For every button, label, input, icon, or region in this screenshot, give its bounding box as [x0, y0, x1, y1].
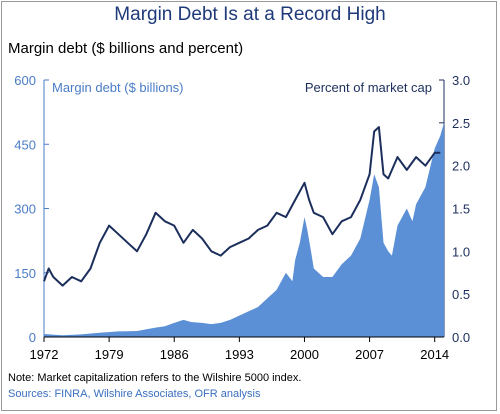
- left-tick-label: 600: [14, 73, 36, 88]
- left-tick-label: 300: [14, 202, 36, 217]
- right-tick-label: 3.0: [452, 73, 470, 88]
- x-axis-ticks: 1972 1979 1986 1993 2000 2007 2014: [30, 337, 449, 362]
- chart-subtitle: Margin debt ($ billions and percent): [8, 40, 244, 57]
- left-tick-label: 450: [14, 137, 36, 152]
- x-tick-label: 1986: [160, 347, 189, 362]
- chart-title: Margin Debt Is at a Record High: [114, 4, 386, 25]
- left-tick-label: 0: [29, 330, 36, 345]
- percent-market-cap-series-label: Percent of market cap: [305, 80, 432, 95]
- left-tick-label: 150: [14, 266, 36, 281]
- footnote: Note: Market capitalization refers to th…: [8, 372, 302, 384]
- x-tick-label: 1993: [225, 347, 254, 362]
- right-tick-label: 0.0: [452, 330, 470, 345]
- right-tick-label: 0.5: [452, 287, 470, 302]
- percent-market-cap-line: [43, 126, 441, 287]
- x-tick-label: 1979: [95, 347, 124, 362]
- right-tick-label: 1.5: [452, 202, 470, 217]
- right-tick-label: 2.5: [452, 116, 470, 131]
- right-tick-label: 2.0: [452, 159, 470, 174]
- x-tick-label: 2007: [355, 347, 384, 362]
- x-tick-label: 2000: [290, 347, 319, 362]
- x-tick-label: 2014: [420, 347, 449, 362]
- right-tick-label: 1.0: [452, 244, 470, 259]
- margin-debt-series-label: Margin debt ($ billions): [52, 80, 184, 95]
- margin-debt-area: [44, 122, 444, 337]
- sources-line: Sources: FINRA, Wilshire Associates, OFR…: [8, 388, 261, 400]
- left-axis-ticks: 0 150 300 450 600: [14, 73, 49, 345]
- x-tick-label: 1972: [30, 347, 59, 362]
